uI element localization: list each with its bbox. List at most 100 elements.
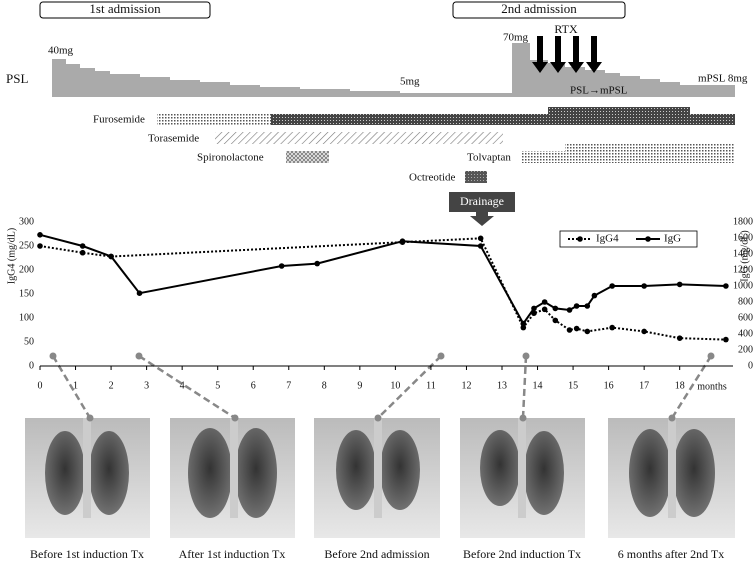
psl-annotation: 5mg	[400, 76, 420, 88]
psl-annotation: mPSL 8mg	[698, 73, 748, 85]
y-tick-label: 150	[19, 288, 34, 299]
data-point	[399, 238, 406, 244]
x-tick-label: 5	[215, 380, 220, 391]
x-tick-label: 12	[461, 380, 471, 391]
x-tick-label: 9	[357, 380, 362, 391]
data-point	[520, 324, 527, 331]
x-tick-label: 18	[675, 380, 685, 391]
x-tick-label: 14	[533, 380, 543, 391]
data-point	[641, 328, 647, 335]
x-tick-label: 17	[639, 380, 649, 391]
x-tick-label: 2	[109, 380, 114, 391]
data-point	[641, 283, 647, 289]
drug-label: Furosemide	[93, 114, 145, 126]
legend-label: IgG	[664, 233, 681, 245]
y2-axis-label: IgG (mg/dL)	[739, 230, 750, 281]
rtx-arrows	[532, 36, 602, 73]
x-tick-label: 3	[144, 380, 149, 391]
y2-tick-label: 400	[738, 328, 753, 339]
legend-marker	[577, 236, 583, 242]
data-point	[573, 325, 580, 332]
data-point	[723, 283, 729, 289]
data-point	[531, 305, 537, 312]
data-point	[676, 335, 683, 341]
data-point	[37, 232, 43, 238]
x-axis-label: months	[697, 381, 727, 392]
psl-steps	[52, 43, 735, 97]
drug-bars	[157, 107, 735, 183]
data-point	[566, 327, 573, 333]
data-point	[591, 292, 598, 299]
y-axis-label: IgG4 (mg/dL)	[6, 228, 17, 284]
x-tick-label: 10	[390, 380, 400, 391]
data-point	[37, 243, 43, 249]
data-point	[723, 336, 729, 343]
data-point	[609, 283, 615, 289]
data-point	[108, 253, 114, 260]
admission-label: 1st admission	[89, 1, 161, 16]
drainage-box	[449, 192, 515, 212]
data-point	[584, 328, 591, 335]
data-point	[477, 243, 484, 249]
drainage-arrow	[470, 212, 494, 226]
drug-label: Spironolactone	[197, 152, 264, 164]
y-tick-label: 250	[19, 240, 34, 251]
y-tick-label: 0	[29, 360, 34, 371]
y-tick-label: 50	[24, 336, 34, 347]
data-point	[136, 290, 143, 297]
psl-annotation: 70mg	[503, 32, 529, 44]
data-point	[278, 263, 285, 269]
x-tick-label: 4	[180, 380, 185, 391]
psl-annotation: PSL→mPSL	[570, 85, 628, 97]
x-tick-label: 0	[38, 380, 43, 391]
drug-label: Torasemide	[148, 133, 199, 145]
psl-annotation: 40mg	[48, 45, 74, 57]
x-tick-label: 7	[286, 380, 291, 391]
data-point	[541, 299, 548, 305]
data-point	[676, 281, 683, 288]
line-chart: 0 1 2 3 4 5 6 7 8 9 10 11 12 13 14 15 16 17 18050100150200…	[6, 216, 753, 392]
admission-label: 2nd admission	[501, 1, 577, 16]
y2-tick-label: 1400	[733, 248, 753, 259]
series-line	[39, 233, 726, 326]
data-point	[520, 320, 527, 327]
y2-tick-label: 800	[738, 296, 753, 307]
x-tick-label: 1	[73, 380, 78, 391]
y2-tick-label: 1800	[733, 216, 753, 227]
admission-box	[39, 1, 211, 19]
xray-images	[25, 418, 735, 538]
data-point	[566, 307, 573, 313]
y-tick-label: 100	[19, 312, 34, 323]
admission-box	[452, 1, 626, 19]
data-point	[79, 243, 86, 249]
y-tick-label: 300	[19, 216, 34, 227]
legend-marker	[645, 236, 651, 242]
x-tick-label: 6	[251, 380, 256, 391]
xray-label: Before 1st induction Tx	[30, 547, 144, 561]
xray-label: After 1st induction Tx	[179, 547, 286, 561]
x-tick-label: 8	[322, 380, 327, 391]
rtx-label: RTX	[554, 22, 578, 36]
data-point	[573, 303, 580, 309]
series-line	[39, 237, 726, 341]
y2-tick-label: 1200	[733, 264, 753, 275]
y2-tick-label: 1600	[733, 232, 753, 243]
data-point	[541, 306, 548, 313]
data-point	[609, 324, 615, 331]
drainage-label: Drainage	[460, 194, 504, 208]
xray-label: 6 months after 2nd Tx	[618, 547, 724, 561]
y-tick-label: 200	[19, 264, 34, 275]
legend-label: IgG4	[596, 233, 619, 245]
xray-label: Before 2nd admission	[324, 547, 429, 561]
psl-label: PSL	[6, 71, 28, 86]
data-point	[79, 249, 86, 256]
data-point	[584, 303, 591, 309]
y2-tick-label: 1000	[733, 280, 753, 291]
xray-label: Before 2nd induction Tx	[463, 547, 581, 561]
x-tick-label: 11	[426, 380, 436, 391]
drug-label: Tolvaptan	[467, 152, 511, 164]
x-tick-label: 13	[497, 380, 507, 391]
x-tick-label: 15	[568, 380, 578, 391]
legend-box	[559, 230, 698, 248]
